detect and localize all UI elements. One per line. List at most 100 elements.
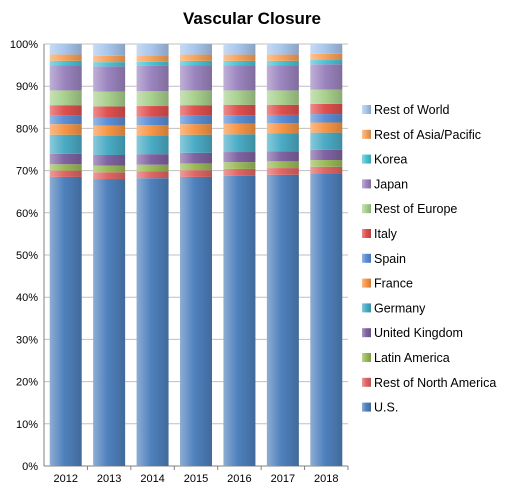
legend-label: France (374, 277, 413, 291)
x-tick-label: 2015 (184, 473, 208, 485)
bar-segment (136, 178, 169, 467)
bar-segment (49, 60, 82, 66)
bar-segment (223, 168, 256, 176)
bar-segment (49, 65, 82, 91)
bar-segment (310, 160, 343, 167)
bar-segment (223, 134, 256, 153)
chart-title: Vascular Closure (183, 9, 321, 28)
bar-segment (49, 105, 82, 116)
bar-segment (310, 122, 343, 133)
legend-label: Rest of North America (374, 376, 496, 390)
bar-segment (49, 153, 82, 165)
y-tick-label: 80% (16, 123, 38, 135)
x-tick-label: 2018 (314, 473, 338, 485)
bar-segment (223, 152, 256, 163)
legend-swatch (362, 278, 371, 288)
x-tick-label: 2013 (97, 473, 121, 485)
legend-label: United Kingdom (374, 326, 463, 340)
legend-label: U.S. (374, 401, 398, 415)
bar-segment (266, 65, 299, 91)
bar-segment (136, 164, 169, 172)
bar-segment (49, 115, 82, 125)
bar-segment (310, 166, 343, 174)
bar-segment (223, 104, 256, 116)
x-tick-label: 2017 (271, 473, 295, 485)
bar-segment (136, 154, 169, 165)
legend-swatch (362, 204, 371, 214)
bar-segment (49, 176, 82, 466)
bar-segment (180, 60, 212, 66)
bar-segment (93, 154, 126, 166)
bar-segment (93, 62, 126, 67)
legend-swatch (362, 353, 371, 362)
legend-label: Rest of Asia/Pacific (374, 128, 481, 142)
bar-segment (136, 116, 169, 126)
bar-segment (49, 164, 82, 171)
legend: Rest of World Rest of Asia/Pacific Korea Ja… (362, 103, 496, 415)
bar-segment (136, 91, 169, 107)
bar-segment (49, 90, 82, 106)
bar-segment (223, 115, 256, 124)
y-tick-label: 10% (16, 419, 38, 431)
bar-segment (93, 125, 126, 136)
y-tick-label: 40% (16, 292, 38, 304)
bar-segment (136, 106, 169, 117)
bar-segment (180, 152, 212, 164)
bar-segment (266, 123, 299, 134)
bar-segment (136, 125, 169, 136)
bar-segment (136, 61, 169, 66)
bar-segment (49, 124, 82, 135)
bar-segment (180, 176, 212, 466)
bar-segment (93, 55, 126, 63)
y-tick-label: 70% (16, 166, 38, 178)
legend-label: Korea (374, 153, 407, 167)
bar-segment (223, 162, 256, 169)
bar-segment (49, 170, 82, 177)
bar-segment (93, 179, 126, 467)
bar-segment (93, 165, 126, 173)
bar-segment (310, 132, 343, 150)
legend-swatch (362, 154, 371, 164)
bar-segment (266, 168, 299, 175)
y-tick-label: 20% (16, 377, 38, 389)
bar-segment (223, 44, 256, 55)
legend-swatch (362, 129, 371, 139)
legend-swatch (362, 105, 371, 114)
bar-segment (180, 54, 212, 61)
legend-swatch (362, 328, 371, 338)
bar-segment (266, 133, 299, 152)
y-tick-label: 30% (16, 334, 38, 346)
x-tick-label: 2016 (227, 473, 251, 485)
bar-segment (93, 91, 126, 107)
legend-swatch (362, 229, 371, 238)
legend-swatch (362, 303, 371, 313)
bar-segment (93, 106, 126, 118)
bar-segment (310, 114, 343, 123)
bar-segment (266, 104, 299, 115)
bar-segment (136, 171, 169, 179)
legend-label: Latin America (374, 351, 450, 365)
bar-segment (93, 44, 126, 56)
y-tick-label: 0% (22, 461, 38, 473)
bar-segment (49, 134, 82, 154)
bar-segment (180, 124, 212, 135)
bar-segment (310, 64, 343, 90)
bar-segment (223, 60, 256, 66)
bar-segment (136, 55, 169, 62)
bar-segment (266, 60, 299, 66)
bar-segment (266, 151, 299, 162)
bar-segment (180, 105, 212, 116)
bars (49, 44, 343, 467)
bar-segment (49, 54, 82, 61)
bar-segment (136, 44, 169, 56)
legend-swatch (362, 377, 371, 387)
bar-segment (180, 115, 212, 125)
bar-segment (310, 44, 343, 54)
bar-segment (310, 173, 343, 466)
y-tick-label: 100% (10, 39, 38, 51)
bar-segment (180, 44, 212, 55)
bar-segment (310, 89, 343, 104)
bar-segment (136, 135, 169, 155)
bar-segment (136, 65, 169, 92)
